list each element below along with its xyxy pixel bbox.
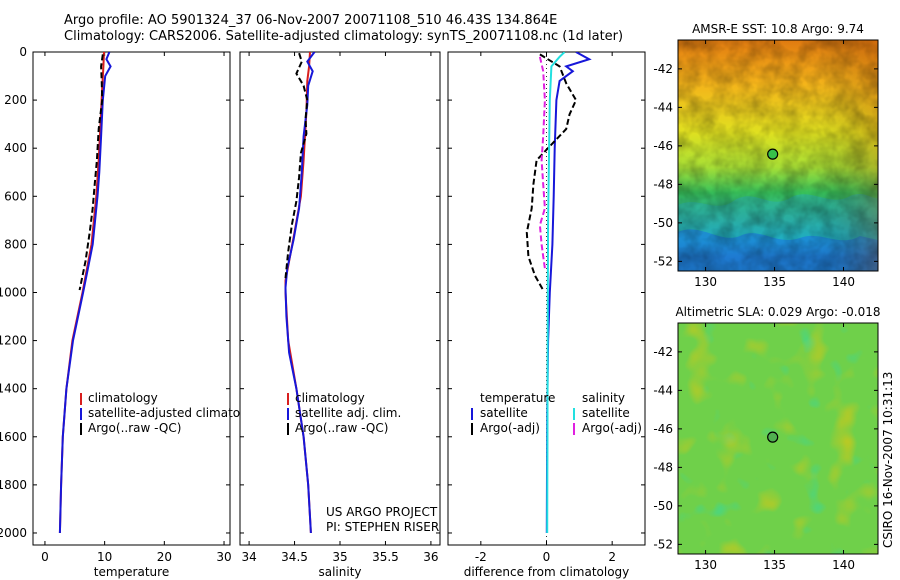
map-y-tick-label: -42 (653, 345, 673, 359)
series-line-blue (58, 52, 112, 534)
x-tick-label: 10 (97, 550, 112, 564)
x-tick-label: 20 (157, 550, 172, 564)
legend-label: Argo(-adj) (480, 421, 540, 435)
map-y-tick-label: -52 (653, 537, 673, 551)
legend-label: Argo(..raw -QC) (88, 421, 181, 435)
map-x-tick-label: 130 (694, 558, 717, 572)
map-frame (677, 322, 879, 555)
series-line-magenta (538, 56, 546, 269)
map-x-tick-label: 135 (763, 275, 786, 289)
legend-label: satellite-adjusted climatology (88, 406, 266, 420)
map-panels: AMSR-E SST: 10.8 Argo: 9.74 -42 -44 -46 -48 -… (653, 22, 895, 572)
argo-position-marker (767, 148, 779, 160)
map-y-tick-label: -48 (653, 460, 673, 474)
annotation: PI: STEPHEN RISER (326, 520, 439, 534)
series-line-black (284, 52, 309, 279)
y-tick-label: 200 (4, 93, 27, 107)
map-y-tick-label: -50 (653, 216, 673, 230)
y-tick-label: 1800 (0, 478, 27, 492)
legend: temperature salinitysatelliteArgo(-adj)sa… (471, 391, 642, 435)
x-tick-label: -2 (475, 550, 487, 564)
x-axis-label: salinity (318, 565, 361, 579)
legend-label: satellite (582, 406, 630, 420)
map-frame (677, 39, 879, 272)
x-axis-label: difference from climatology (464, 565, 630, 579)
map-y-tick-label: -52 (653, 254, 673, 268)
argo-position-marker (767, 431, 779, 443)
map-title: Altimetric SLA: 0.029 Argo: -0.018 (675, 305, 880, 319)
series-line-black (78, 54, 104, 291)
map-sst_map: AMSR-E SST: 10.8 Argo: 9.74 -42 -44 -46 -48 -… (653, 22, 879, 289)
x-tick-label: 30 (216, 550, 231, 564)
axes-box (239, 51, 441, 546)
series-line-blue (284, 52, 316, 534)
legend-label: satellite adj. clim. (295, 406, 401, 420)
map-y-tick-label: -44 (653, 383, 673, 397)
y-tick-label: 1000 (0, 285, 27, 299)
figure-title-line1: Argo profile: AO 5901324_37 06-Nov-2007 … (64, 13, 558, 28)
map-y-tick-label: -46 (653, 422, 673, 436)
side-stamp: CSIRO 16-Nov-2007 10:31:13 (881, 372, 895, 548)
x-axis-label: temperature (94, 565, 169, 579)
legend-label: climatology (88, 391, 158, 405)
map-y-tick-label: -44 (653, 100, 673, 114)
legend-label: Argo(..raw -QC) (295, 421, 388, 435)
map-y-tick-label: -46 (653, 139, 673, 153)
x-tick-label: 35 (332, 550, 347, 564)
panel-salinity: 34 34.5 35 35.5 36 salinity climatologysatelli… (239, 51, 441, 579)
map-title: AMSR-E SST: 10.8 Argo: 9.74 (692, 22, 864, 36)
panel-temperature: 0 200 400 600 800 1000 1200 1400 1600 1800 2000 0 10… (0, 45, 266, 579)
map-y-tick-label: -42 (653, 62, 673, 76)
x-tick-label: 34.5 (281, 550, 308, 564)
y-tick-label: 1400 (0, 382, 27, 396)
x-tick-label: 2 (608, 550, 616, 564)
x-tick-label: 36 (423, 550, 438, 564)
map-x-tick-label: 130 (694, 275, 717, 289)
annotation: US ARGO PROJECT (326, 505, 438, 519)
map-x-tick-label: 140 (832, 558, 855, 572)
map-x-tick-label: 140 (832, 275, 855, 289)
series-line-cyan (546, 52, 566, 534)
map-y-tick-label: -50 (653, 499, 673, 513)
y-tick-label: 400 (4, 141, 27, 155)
x-tick-label: 35.5 (372, 550, 399, 564)
map-y-tick-label: -48 (653, 177, 673, 191)
y-tick-label: 2000 (0, 526, 27, 540)
map-sla_map: Altimetric SLA: 0.029 Argo: -0.018 -42 -44… (653, 305, 880, 572)
figure-title-line2: Climatology: CARS2006. Satellite-adjuste… (64, 29, 624, 44)
legend-header: salinity (582, 391, 625, 405)
axes-box (32, 51, 231, 546)
x-tick-label: 34 (241, 550, 256, 564)
y-tick-label: 1200 (0, 334, 27, 348)
legend-label: climatology (295, 391, 365, 405)
legend-label: satellite (480, 406, 528, 420)
series-line-black (525, 53, 578, 291)
map-x-tick-label: 135 (763, 558, 786, 572)
x-tick-label: 0 (41, 550, 49, 564)
legend-header: temperature (480, 391, 555, 405)
x-tick-label: 0 (543, 550, 551, 564)
y-tick-label: 600 (4, 189, 27, 203)
y-tick-label: 800 (4, 237, 27, 251)
legend-label: Argo(-adj) (582, 421, 642, 435)
y-tick-label: 1600 (0, 430, 27, 444)
y-tick-label: 0 (19, 45, 27, 59)
